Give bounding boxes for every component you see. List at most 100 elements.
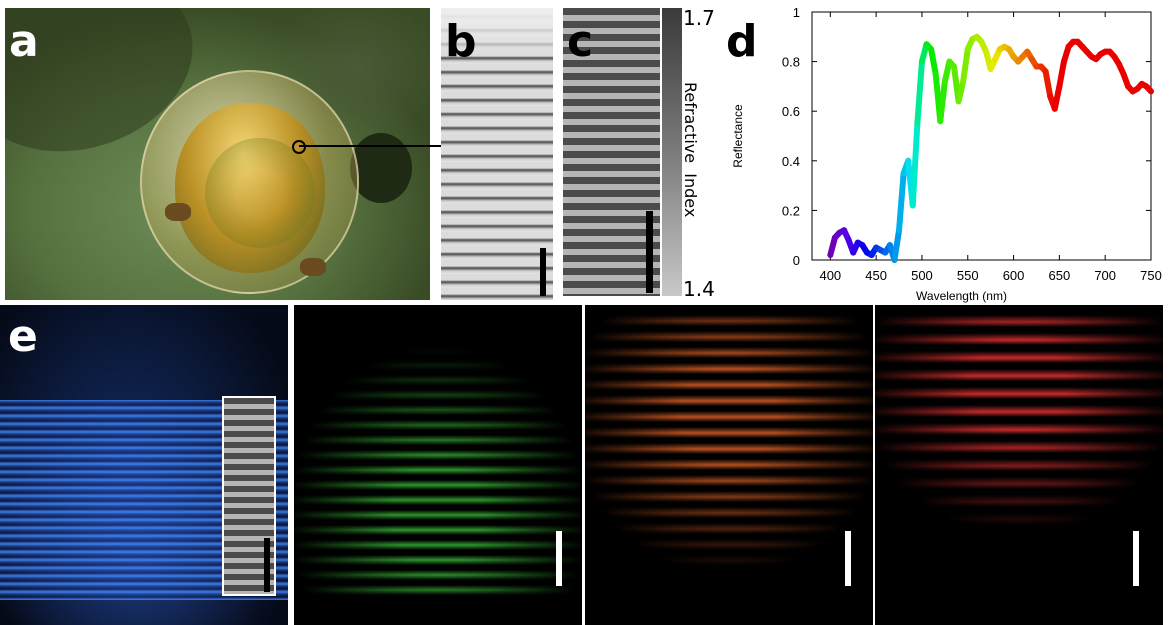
data-point (871, 254, 873, 256)
data-point (1145, 85, 1147, 87)
panel-label-a: a (9, 16, 39, 67)
data-point (866, 252, 868, 254)
reflectance-segment (914, 58, 925, 127)
reflectance-segment (1143, 83, 1154, 95)
panel-a-photo: a (5, 8, 430, 300)
panel-label-c: c (567, 16, 594, 67)
data-point (1077, 41, 1079, 43)
layer-stripes (563, 8, 660, 296)
data-point (958, 100, 960, 102)
panel-label-e: e (8, 311, 38, 362)
sample-location-marker (292, 140, 306, 154)
data-point (939, 120, 941, 122)
panel-b-micrograph: b (441, 8, 553, 300)
panel-label-d: d (726, 16, 758, 67)
data-point (1054, 108, 1056, 110)
reflectance-segment (960, 46, 971, 85)
data-point (1104, 51, 1106, 53)
scale-bar (540, 248, 546, 296)
panel-e-blue: e (0, 305, 288, 625)
data-point (953, 66, 955, 68)
x-tick-label: 450 (865, 268, 887, 283)
reflectance-segment (955, 78, 967, 105)
x-tick-label: 700 (1094, 268, 1116, 283)
data-point (893, 259, 895, 261)
reflectance-segment (1042, 68, 1054, 100)
data-point (935, 73, 937, 75)
data-point (990, 68, 992, 70)
data-point (1150, 90, 1152, 92)
panel-d-chart: d 400 450 500 550 600 650 700 750 0 0.2 0.4 0.6 0.8 1… (700, 0, 1169, 305)
x-tick-label: 750 (1140, 268, 1162, 283)
data-point (1132, 90, 1134, 92)
y-axis-title: Reflectance (731, 104, 745, 168)
reflectance-segment (1051, 83, 1063, 112)
data-point (1035, 66, 1037, 68)
data-point (1081, 46, 1083, 48)
data-point (1063, 61, 1065, 63)
data-point (834, 237, 836, 239)
data-point (1141, 83, 1143, 85)
scale-bar (1133, 531, 1139, 586)
data-point (1031, 58, 1033, 60)
reflectance-segment (1056, 58, 1067, 90)
colorbar-max-label: 1.7 (683, 6, 715, 30)
connector-line (299, 145, 442, 147)
data-point (926, 43, 928, 45)
green-fringes (294, 315, 582, 595)
data-point (1100, 53, 1102, 55)
data-point (1118, 63, 1120, 65)
x-tick-label: 400 (819, 268, 841, 283)
data-point (838, 232, 840, 234)
data-point (994, 58, 996, 60)
refractive-index-colorbar (662, 8, 682, 296)
data-point (1058, 85, 1060, 87)
reflectance-segment (896, 170, 907, 234)
data-point (1003, 46, 1005, 48)
panel-label-b: b (445, 16, 477, 67)
plot-frame (811, 11, 1152, 261)
data-point (971, 38, 973, 40)
reflectance-chart-svg: 400 450 500 550 600 650 700 750 0 0.2 0.4 0.6 0.8 1 Wa… (731, 5, 1162, 303)
data-point (948, 61, 950, 63)
data-point (829, 254, 831, 256)
data-point (967, 48, 969, 50)
x-axis-title: Wavelength (nm) (916, 289, 1007, 303)
panel-c-model: c (563, 8, 660, 296)
data-point (852, 252, 854, 254)
x-tick-label: 500 (911, 268, 933, 283)
y-tick-label: 0.6 (782, 104, 800, 119)
data-point (1049, 95, 1051, 97)
scale-bar (845, 531, 851, 586)
data-point (1086, 51, 1088, 53)
beetle-spots (205, 138, 315, 248)
data-point (889, 244, 891, 246)
panel-e-orange (585, 305, 873, 625)
beetle-leg (165, 203, 191, 221)
reflectance-segment (937, 78, 948, 125)
panel-e-red (875, 305, 1163, 625)
colorbar-min-label: 1.4 (683, 277, 715, 301)
data-point (861, 244, 863, 246)
data-point (1013, 56, 1015, 58)
data-point (1113, 56, 1115, 58)
data-point (976, 36, 978, 38)
data-point (884, 252, 886, 254)
data-point (857, 242, 859, 244)
leaf-hole (350, 133, 412, 203)
data-point (962, 80, 964, 82)
data-point (1136, 88, 1138, 90)
y-tick-label: 0.2 (782, 203, 800, 218)
data-point (1068, 46, 1070, 48)
data-point (1123, 73, 1125, 75)
beetle-leg (300, 258, 326, 276)
y-tick-label: 0 (793, 253, 800, 268)
micrograph-top-region (441, 8, 553, 56)
data-point (985, 51, 987, 53)
y-tick-label: 0.8 (782, 55, 800, 70)
colorbar-title: Refractive Index (681, 82, 700, 218)
data-point (907, 160, 909, 162)
data-point (1022, 56, 1024, 58)
x-tick-label: 600 (1003, 268, 1025, 283)
orange-fringes (585, 315, 873, 595)
